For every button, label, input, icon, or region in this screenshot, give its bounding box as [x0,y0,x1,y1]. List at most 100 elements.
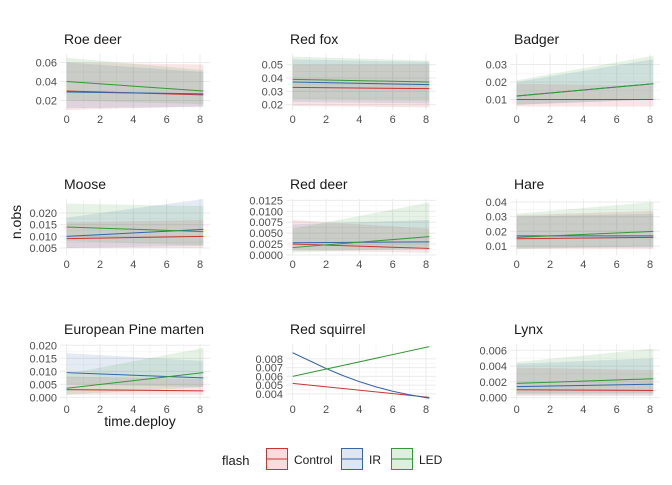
y-tick-label: 0.005 [255,380,283,392]
x-tick-label: 4 [580,114,586,126]
y-tick-label: 0.004 [479,361,507,373]
y-tick-label: 0.0025 [249,239,283,251]
x-tick-label: 6 [164,114,170,126]
legend-label: LED [419,453,443,467]
x-tick-label: 4 [356,404,362,416]
y-tick-label: 0.010 [29,231,57,243]
panel: Badger 0 2 4 6 8 0.01 0.02 0.03 [486,31,660,126]
y-tick-label: 0.01 [486,95,507,107]
y-tick-label: 0.06 [36,58,57,70]
x-tick-label: 8 [647,404,653,416]
confidence-band-control [292,64,430,108]
confidence-band-led [292,56,430,101]
x-tick-label: 2 [97,114,103,126]
y-tick-label: 0.015 [29,220,57,232]
series-line-led [516,230,654,238]
series-line-led [66,81,204,92]
panel: Red fox 0 2 4 6 8 0.02 0.030.040.05 [262,31,436,126]
series-line-led [66,372,204,389]
confidence-band-control [66,220,204,248]
x-tick-label: 8 [423,259,429,271]
series-line-led [516,83,654,97]
y-tick-label: 0.005 [29,379,57,391]
y-tick-label: 0.04 [36,77,57,89]
series-line-led [66,226,204,233]
panel: Roe deer 0 2 4 6 8 0.02 0.04 0.06 [36,31,210,126]
x-tick-label: 0 [290,404,296,416]
x-tick-label: 0 [290,259,296,271]
legend-label: Control [294,453,333,467]
legend: flash Control IR LED [222,448,443,470]
panel: Lynx 0 2 4 6 8 0.000 0.002 0.004 0.006 [479,321,660,416]
confidence-band-ir [516,213,654,248]
x-tick-label: 2 [547,259,553,271]
x-tick-label: 8 [423,114,429,126]
panel-title: Lynx [514,321,543,337]
x-tick-label: 8 [423,404,429,416]
x-tick-label: 4 [130,259,136,271]
panel-title: Red squirrel [290,321,365,337]
series-line-control [66,389,204,392]
y-tick-label: 0.02 [486,226,507,238]
series-line-led [292,236,430,249]
panel-title: Moose [64,176,106,192]
x-tick-label: 4 [130,114,136,126]
x-tick-label: 6 [614,114,620,126]
y-tick-label: 0.0125 [249,195,283,207]
x-tick-label: 2 [547,404,553,416]
series-line-control [292,382,430,398]
panel: Hare 0 2 4 6 8 0.01 0.02 0.03 0.04 [486,176,660,271]
x-tick-label: 6 [390,114,396,126]
y-tick-label: 0.02 [36,96,57,108]
series-line-led [516,378,654,384]
y-tick-label: 0.01 [486,241,507,253]
series-line-ir [66,91,204,95]
y-tick-label: 0.03 [486,60,507,72]
y-tick-label: 0.0075 [249,217,283,229]
x-tick-label: 2 [97,404,103,416]
x-tick-label: 8 [647,259,653,271]
x-tick-label: 0 [64,259,70,271]
y-tick-label: 0.03 [262,86,283,98]
series-line-ir [292,81,430,86]
x-tick-label: 0 [514,259,520,271]
x-tick-label: 8 [647,114,653,126]
panel-title: Roe deer [64,31,122,47]
confidence-band-control [516,210,654,250]
confidence-band-led [516,348,654,394]
series-line-ir [292,352,430,399]
panel: European Pine marten 0 2 4 6 8 0.0000.0050.010… [29,321,210,416]
series-line-ir [66,372,204,379]
panel-title: European Pine marten [64,321,204,337]
x-tick-label: 0 [514,404,520,416]
y-tick-label: 0.005 [29,243,57,255]
y-tick-label: 0.0000 [249,250,283,262]
y-tick-label: 0.04 [262,73,283,85]
series-line-ir [516,383,654,388]
x-tick-label: 0 [64,404,70,416]
y-tick-label: 0.008 [255,354,283,366]
legend-label: IR [369,453,381,467]
confidence-band-ir [292,59,430,104]
y-tick-label: 0.010 [29,366,57,378]
x-tick-label: 4 [130,404,136,416]
y-tick-label: 0.004 [255,389,283,401]
x-tick-label: 4 [356,259,362,271]
series-line-control [292,86,430,90]
y-tick-label: 0.0050 [249,228,283,240]
x-tick-label: 6 [390,404,396,416]
series-line-control [516,236,654,240]
panel-title: Red deer [290,176,348,192]
y-tick-label: 0.020 [29,208,57,220]
x-tick-label: 6 [614,259,620,271]
x-tick-label: 2 [323,114,329,126]
y-tick-label: 0.02 [486,77,507,89]
x-axis-title: time.deploy [104,413,176,429]
x-tick-label: 8 [197,259,203,271]
legend-item-ir: IR [341,448,381,470]
y-tick-label: 0.002 [479,377,507,389]
y-tick-label: 0.007 [255,363,283,375]
